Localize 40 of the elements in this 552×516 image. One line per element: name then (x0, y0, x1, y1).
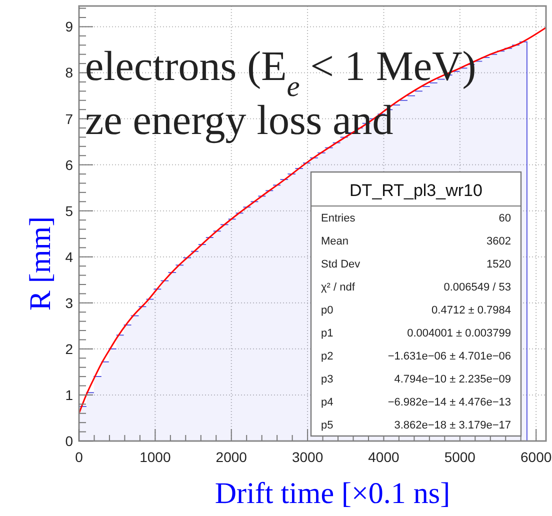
y-tick-label: 6 (65, 156, 74, 173)
annotation: p4 (321, 396, 334, 408)
y-tick-label: 4 (65, 248, 74, 265)
x-tick-label: 6000 (520, 449, 552, 465)
annotation: Entries (321, 212, 356, 224)
y-tick-label: 0 (65, 433, 74, 449)
y-tick-label: 2 (65, 340, 74, 357)
annotation: −1.631e−06 ± 4.701e−06 (388, 350, 511, 362)
annotation: 60 (498, 212, 511, 224)
x-tick-label: 2000 (216, 449, 248, 465)
y-axis-title: R [mm] (24, 216, 57, 311)
x-tick-label: 3000 (292, 449, 324, 465)
y-tick-label: 9 (65, 18, 74, 35)
annotation: 0.006549 / 53 (444, 282, 511, 294)
y-tick-label: 1 (65, 386, 74, 403)
annotation: χ² / ndf (321, 282, 356, 294)
annotation: p0 (321, 304, 334, 316)
y-tick-label: 7 (65, 110, 74, 127)
annotation: 0.004001 ± 0.003799 (407, 328, 511, 340)
annotation: DT_RT_pl3_wr10 (350, 181, 482, 200)
annotation: 1520 (486, 258, 511, 270)
x-axis-title: Drift time [×0.1 ns] (214, 477, 450, 510)
annotation: 3602 (486, 236, 511, 248)
annotation: 0.4712 ± 0.7984 (432, 304, 511, 316)
annotation: Mean (321, 236, 349, 248)
x-tick-label: 4000 (368, 449, 400, 465)
annotation: p5 (321, 420, 334, 432)
annotation: 3.862e−18 ± 3.179e−17 (394, 420, 511, 432)
x-tick-label: 1000 (140, 449, 171, 465)
annotation: p1 (321, 328, 334, 340)
x-tick-label: 5000 (444, 449, 476, 465)
annotation: −6.982e−14 ± 4.476e−13 (388, 396, 511, 408)
annotation: 4.794e−10 ± 2.235e−09 (394, 374, 511, 386)
y-tick-label: 5 (65, 202, 74, 219)
y-tick-label: 8 (65, 64, 74, 81)
annotation: p3 (321, 374, 334, 386)
y-tick-label: 3 (65, 294, 74, 311)
x-tick-label: 0 (75, 449, 84, 465)
annotation: p2 (321, 350, 334, 362)
annotation: Std Dev (321, 258, 361, 270)
